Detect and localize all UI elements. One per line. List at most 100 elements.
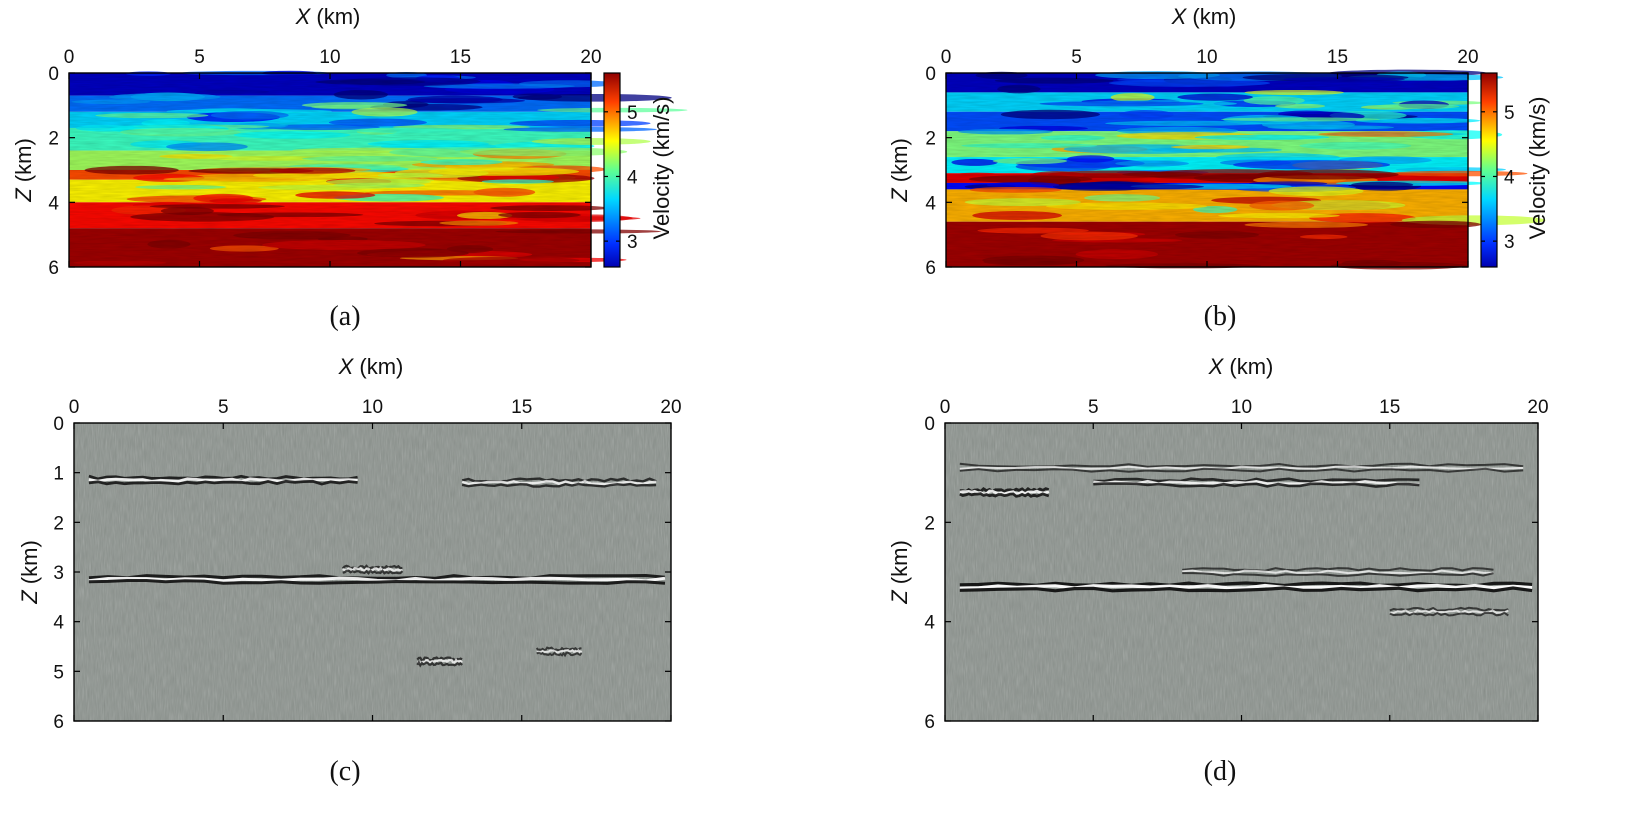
x-tick-label: 10: [1196, 47, 1217, 68]
panel-d-x-axis-label: X (km): [1208, 354, 1274, 379]
x-tick-label: 10: [319, 47, 340, 68]
panel-a: 0 5 10 15 20 0 2 4 6 X (km) Z (km) (a) 3 4 5 Veloc…: [11, 4, 688, 332]
panel-a-colorbar-label: Velocity (km/s): [649, 96, 674, 239]
y-tick-label: 5: [53, 662, 64, 683]
panel-b: 0 5 10 15 20 0 2 4 6 X (km) Z (km) (b) 3 4 5 Veloc…: [887, 4, 1550, 332]
colorbar-tick-label: 4: [1504, 167, 1515, 188]
panel-a-colorbar: 3 4 5: [603, 72, 638, 268]
x-tick-label: 5: [194, 47, 205, 68]
x-tick-label: 15: [450, 47, 471, 68]
y-tick-label: 6: [53, 712, 64, 733]
reflector-event: [416, 660, 463, 668]
y-tick-label: 1: [53, 464, 64, 485]
colorbar-tick-label: 5: [627, 103, 638, 124]
texture-overlay: [946, 73, 1468, 267]
reflector-event: [341, 564, 403, 570]
y-tick-label: 2: [925, 129, 936, 150]
y-tick-label: 4: [924, 613, 935, 634]
y-tick-label: 6: [925, 258, 936, 279]
panel-c-x-axis-label: X (km): [338, 354, 404, 379]
reflector-event: [959, 492, 1050, 498]
reflector-event: [959, 586, 1533, 593]
y-tick-label: 6: [924, 712, 935, 733]
reflector-event: [88, 573, 666, 580]
reflector-event: [1182, 572, 1494, 577]
panel-d-plot: 0 5 10 15 20 0 2 4 6: [924, 397, 1548, 733]
reflector-event: [1389, 606, 1509, 612]
y-tick-label: 2: [48, 129, 59, 150]
panel-b-caption: (b): [1204, 301, 1237, 332]
panel-c: 0 5 10 15 20 0 1 2 3 4 5 6 X (km) Z (km) (c): [17, 354, 682, 787]
y-tick-label: 0: [924, 414, 935, 435]
panel-b-colorbar: 3 4 5: [1480, 72, 1515, 268]
reflector-event: [88, 579, 666, 585]
panel-c-plot: 0 5 10 15 20 0 1 2 3 4 5 6: [53, 397, 681, 733]
reflector-event: [342, 569, 404, 575]
x-tick-label: 15: [1327, 47, 1348, 68]
panel-b-colorbar-label: Velocity (km/s): [1525, 96, 1550, 239]
reflector-event: [461, 479, 657, 486]
reflector-event: [535, 646, 582, 652]
colorbar-tick-label: 3: [627, 232, 638, 253]
reflector-event: [1093, 479, 1420, 486]
reflector-event: [536, 648, 583, 655]
y-tick-label: 0: [48, 64, 59, 85]
colorbar-tick-label: 5: [1504, 103, 1515, 124]
y-tick-label: 2: [924, 513, 935, 534]
texture-overlay: [69, 73, 591, 267]
x-tick-label: 0: [940, 397, 951, 418]
reflector-event: [959, 465, 1524, 471]
y-tick-label: 2: [53, 513, 64, 534]
x-tick-label: 0: [64, 47, 75, 68]
x-tick-label: 5: [1071, 47, 1082, 68]
y-tick-label: 0: [53, 414, 64, 435]
reflector-event: [461, 482, 657, 488]
x-tick-label: 20: [660, 397, 681, 418]
y-tick-label: 0: [925, 64, 936, 85]
panel-d-caption: (d): [1204, 756, 1237, 787]
reflector-event: [536, 651, 583, 658]
colorbar-gradient: [1480, 72, 1498, 268]
panel-d-y-axis-label: Z (km): [887, 540, 912, 605]
colorbar-tick-label: 3: [1504, 232, 1515, 253]
x-tick-label: 20: [1457, 47, 1478, 68]
reflector-event: [1389, 611, 1509, 617]
reflector-event: [1182, 567, 1494, 572]
reflector-event: [88, 576, 666, 583]
colorbar-gradient: [603, 72, 621, 268]
y-tick-label: 4: [53, 613, 64, 634]
y-tick-label: 6: [48, 258, 59, 279]
reflector-event: [88, 477, 358, 483]
x-tick-label: 0: [69, 397, 80, 418]
x-tick-label: 10: [362, 397, 383, 418]
panel-b-x-axis-label: X (km): [1171, 4, 1237, 29]
panel-a-caption: (a): [329, 301, 360, 332]
reflector-event: [959, 489, 1050, 496]
reflector-event: [959, 583, 1533, 590]
panel-a-y-axis-label: Z (km): [11, 138, 36, 203]
panel-c-caption: (c): [329, 756, 360, 787]
x-tick-label: 5: [218, 397, 229, 418]
x-tick-label: 0: [941, 47, 952, 68]
x-tick-label: 20: [580, 47, 601, 68]
y-tick-label: 3: [53, 563, 64, 584]
y-tick-label: 4: [48, 193, 59, 214]
reflector-event: [1093, 482, 1420, 488]
colorbar-tick-label: 4: [627, 167, 638, 188]
panel-d: 0 5 10 15 20 0 2 4 6 X (km) Z (km) (d): [887, 354, 1549, 787]
x-tick-label: 10: [1231, 397, 1252, 418]
x-tick-label: 15: [1379, 397, 1400, 418]
reflector-event: [88, 479, 358, 486]
x-tick-label: 15: [511, 397, 532, 418]
panel-a-plot: 0 5 10 15 20 0 2 4 6: [48, 47, 688, 279]
panel-c-y-axis-label: Z (km): [17, 540, 42, 605]
reflector-event: [959, 467, 1524, 473]
reflector-event: [88, 474, 358, 481]
x-tick-label: 20: [1527, 397, 1548, 418]
x-tick-label: 5: [1088, 397, 1099, 418]
panel-a-x-axis-label: X (km): [295, 4, 361, 29]
panel-b-y-axis-label: Z (km): [887, 138, 912, 203]
panel-b-plot: 0 5 10 15 20 0 2 4 6: [925, 47, 1546, 279]
y-tick-label: 4: [925, 193, 936, 214]
